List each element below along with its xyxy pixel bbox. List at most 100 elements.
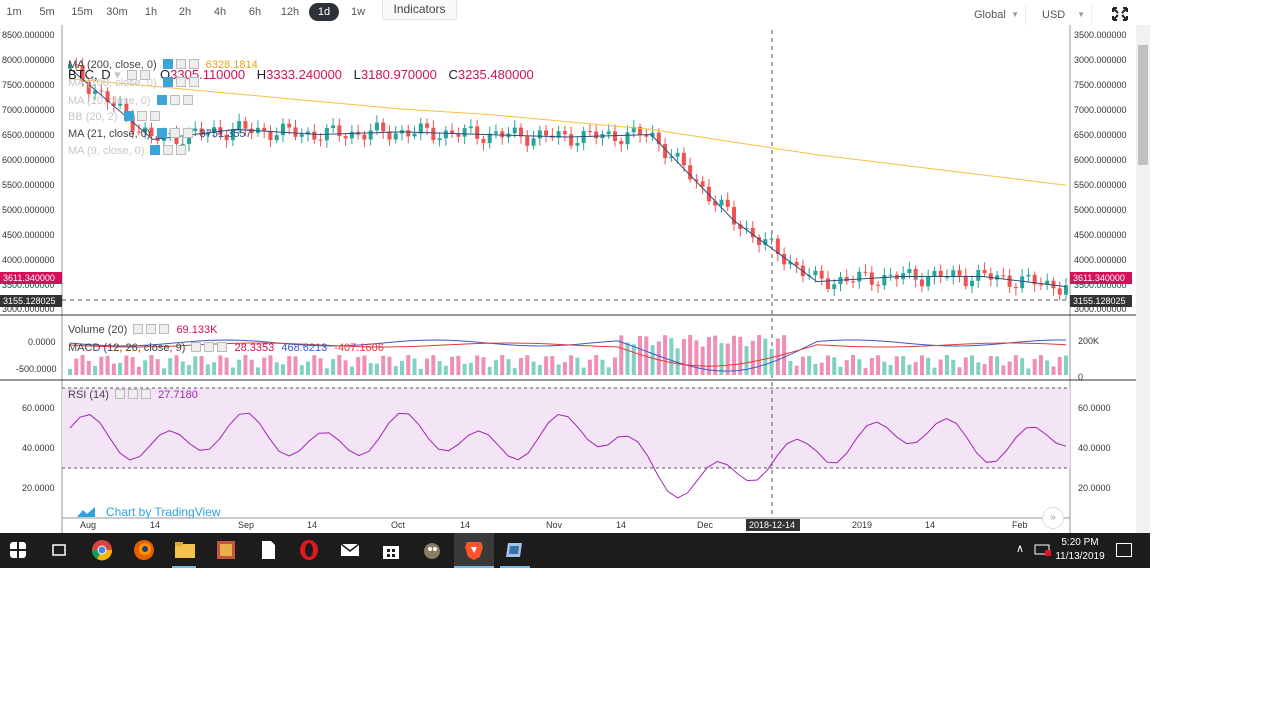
- eye-icon[interactable]: [162, 59, 173, 69]
- close-icon[interactable]: [182, 95, 193, 105]
- volume-bar: [450, 356, 455, 375]
- settings-icon[interactable]: [175, 77, 186, 87]
- ma9-legend[interactable]: MA (9, close, 0): [68, 145, 187, 157]
- fullscreen-icon[interactable]: [1110, 5, 1130, 23]
- volume-bar: [1026, 368, 1031, 375]
- eye-icon[interactable]: [123, 111, 134, 121]
- price-chart[interactable]: 8500.000000 8000.000000 7500.000000 7000…: [0, 25, 1155, 533]
- vertical-scrollbar[interactable]: [1136, 25, 1150, 533]
- time-axis-label: 14: [150, 520, 160, 530]
- document-icon[interactable]: [257, 539, 279, 561]
- ma-legend[interactable]: MA (10, close, 0): [68, 95, 193, 107]
- candle-body: [243, 121, 248, 129]
- timeframe-1h[interactable]: 1h: [144, 6, 158, 18]
- close-icon[interactable]: [176, 145, 187, 155]
- clock-date: 11/13/2019: [1055, 551, 1105, 562]
- brave-icon[interactable]: [463, 539, 485, 561]
- settings-icon[interactable]: [175, 59, 186, 69]
- close-icon[interactable]: [217, 342, 228, 352]
- candle-body: [738, 224, 743, 230]
- settings-icon[interactable]: [128, 389, 139, 399]
- volume-bar: [406, 355, 411, 375]
- chart-canvas[interactable]: 8500.000000 8000.000000 7500.000000 7000…: [0, 25, 1136, 533]
- eye-icon[interactable]: [156, 95, 167, 105]
- app-icon[interactable]: [504, 539, 526, 561]
- indicators-button[interactable]: Indicators: [382, 0, 457, 20]
- chevron-up-icon[interactable]: ∧: [1016, 543, 1025, 555]
- volume-bar: [550, 356, 555, 375]
- timeframe-2h[interactable]: 2h: [178, 6, 192, 18]
- file-explorer-icon[interactable]: [174, 539, 196, 561]
- settings-icon[interactable]: [204, 342, 215, 352]
- photo-app-icon[interactable]: [215, 539, 237, 561]
- timeframe-30m[interactable]: 30m: [106, 6, 128, 18]
- timeframe-15m[interactable]: 15m: [71, 6, 93, 18]
- close-icon[interactable]: [182, 128, 193, 138]
- notification-icon[interactable]: [1116, 543, 1132, 557]
- eye-icon[interactable]: [115, 389, 126, 399]
- candle-body: [268, 130, 273, 141]
- timeframe-1d[interactable]: 1d: [309, 3, 339, 21]
- bb-legend[interactable]: BB (20, 2): [68, 111, 160, 123]
- close-icon[interactable]: [149, 111, 160, 121]
- volume-bar: [775, 338, 780, 375]
- settings-icon[interactable]: [127, 70, 138, 80]
- scroll-to-realtime-button[interactable]: »: [1042, 507, 1064, 529]
- candle-body: [374, 122, 379, 131]
- candle-body: [857, 271, 862, 282]
- mail-icon[interactable]: [339, 539, 361, 561]
- timeframe-12h[interactable]: 12h: [280, 6, 300, 18]
- ma200-line: [69, 78, 1067, 186]
- currency-select[interactable]: USD ▼: [1036, 5, 1092, 25]
- settings-icon[interactable]: [169, 95, 180, 105]
- close-icon[interactable]: [141, 389, 152, 399]
- eye-icon[interactable]: [162, 77, 173, 87]
- taskbar-clock[interactable]: 5:20 PM 11/13/2019: [1050, 536, 1110, 564]
- macd-legend[interactable]: MACD (12, 26, close, 9) 28.3353 468.6213…: [68, 342, 384, 354]
- store-icon[interactable]: [380, 539, 402, 561]
- candle-body: [280, 123, 285, 136]
- timeframe-5m[interactable]: 5m: [39, 6, 55, 18]
- eye-icon[interactable]: [191, 342, 202, 352]
- candle-body: [725, 199, 730, 207]
- ma-legend[interactable]: MA (100, close, 0): [68, 77, 199, 89]
- timeframe-1m[interactable]: 1m: [6, 6, 22, 18]
- chrome-icon[interactable]: [91, 539, 113, 561]
- tradingview-watermark[interactable]: Chart by TradingView: [76, 505, 221, 519]
- close-icon[interactable]: [188, 77, 199, 87]
- timeframe-1w[interactable]: 1w: [350, 6, 366, 18]
- close-icon[interactable]: [159, 324, 170, 334]
- settings-icon[interactable]: [169, 128, 180, 138]
- rsi-legend[interactable]: RSI (14) 27.7180: [68, 389, 198, 401]
- settings-icon[interactable]: [163, 145, 174, 155]
- firefox-icon[interactable]: [133, 539, 155, 561]
- eye-icon[interactable]: [150, 145, 161, 155]
- symbol-label[interactable]: BTC, D: [68, 67, 111, 82]
- candle-body: [343, 136, 348, 139]
- ma21-legend[interactable]: MA (21, close, 0) 3751.3557: [68, 128, 252, 140]
- candle-body: [512, 127, 517, 134]
- eye-icon[interactable]: [156, 128, 167, 138]
- timeframe-6h[interactable]: 6h: [248, 6, 262, 18]
- volume-bar: [619, 335, 624, 375]
- volume-bar: [863, 368, 868, 375]
- candle-body: [594, 131, 599, 139]
- task-view-icon[interactable]: [51, 543, 67, 557]
- start-icon[interactable]: [10, 542, 26, 558]
- eye-icon[interactable]: [133, 324, 144, 334]
- settings-icon[interactable]: [146, 324, 157, 334]
- price-axis-left-label: 5500.000000: [2, 180, 55, 190]
- settings-icon[interactable]: [136, 111, 147, 121]
- volume-legend[interactable]: Volume (20) 69.133K: [68, 324, 217, 336]
- timeframe-4h[interactable]: 4h: [213, 6, 227, 18]
- close-icon[interactable]: [188, 59, 199, 69]
- gimp-icon[interactable]: [421, 539, 443, 561]
- exchange-select[interactable]: Global ▼: [968, 5, 1026, 25]
- ma200-legend[interactable]: MA (200, close, 0) 6328.1814: [68, 59, 258, 71]
- scrollbar-thumb[interactable]: [1138, 45, 1148, 165]
- network-icon[interactable]: [1034, 543, 1052, 557]
- chevron-down-icon[interactable]: ▾: [114, 67, 121, 82]
- opera-icon[interactable]: [298, 539, 320, 561]
- volume-bar: [719, 343, 724, 375]
- volume-bar: [926, 357, 931, 375]
